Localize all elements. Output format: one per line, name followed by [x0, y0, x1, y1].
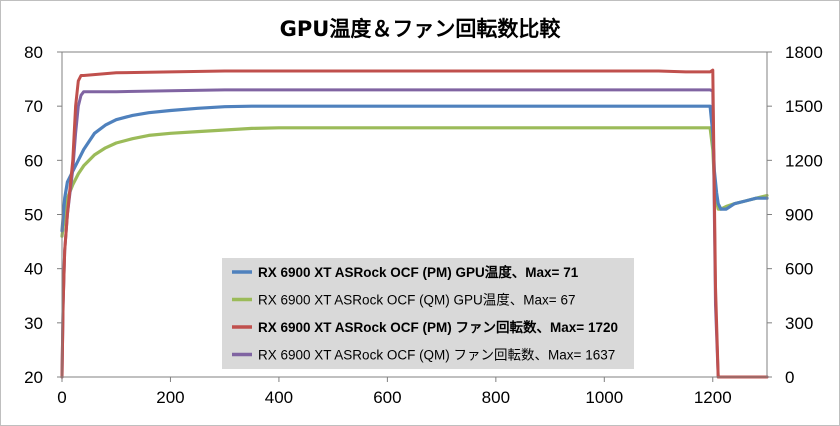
y-right-tick-label: 1500 [785, 97, 823, 116]
y-right-tick-label: 300 [785, 314, 813, 333]
x-tick-label: 200 [156, 388, 184, 407]
x-tick-label: 600 [373, 388, 401, 407]
y-right-tick-label: 1800 [785, 43, 823, 62]
axes: 0 200 400 600 800 1000 12002030405060708003006… [24, 43, 823, 407]
x-tick-label: 0 [57, 388, 66, 407]
y-right-tick-label: 600 [785, 260, 813, 279]
y-left-tick-label: 80 [24, 43, 43, 62]
x-tick-label: 1000 [585, 388, 623, 407]
y-left-tick-label: 40 [24, 260, 43, 279]
legend-label: RX 6900 XT ASRock OCF (QM) GPU温度、Max= 67 [258, 293, 575, 308]
plot-area [60, 68, 769, 379]
y-left-tick-label: 70 [24, 97, 43, 116]
y-left-tick-label: 50 [24, 206, 43, 225]
legend-label: RX 6900 XT ASRock OCF (QM) ファン回転数、Max= 1… [258, 348, 615, 363]
y-left-tick-label: 30 [24, 314, 43, 333]
series-line-1 [60, 126, 769, 238]
legend: RX 6900 XT ASRock OCF (PM) GPU温度、Max= 71… [222, 258, 634, 369]
legend-label: RX 6900 XT ASRock OCF (PM) ファン回転数、Max= 1… [258, 319, 618, 335]
legend-label: RX 6900 XT ASRock OCF (PM) GPU温度、Max= 71 [258, 264, 579, 280]
y-right-tick-label: 1200 [785, 151, 823, 170]
chart-title: GPU温度＆ファン回転数比較 [280, 17, 562, 41]
x-tick-label: 800 [482, 388, 510, 407]
y-left-tick-label: 20 [24, 368, 43, 387]
series-line-0 [60, 104, 769, 233]
legend-box [222, 258, 634, 369]
series-line-2 [60, 68, 769, 379]
y-right-tick-label: 900 [785, 206, 813, 225]
y-left-tick-label: 60 [24, 151, 43, 170]
y-right-tick-label: 0 [785, 368, 794, 387]
x-tick-label: 1200 [694, 388, 732, 407]
x-tick-label: 400 [265, 388, 293, 407]
